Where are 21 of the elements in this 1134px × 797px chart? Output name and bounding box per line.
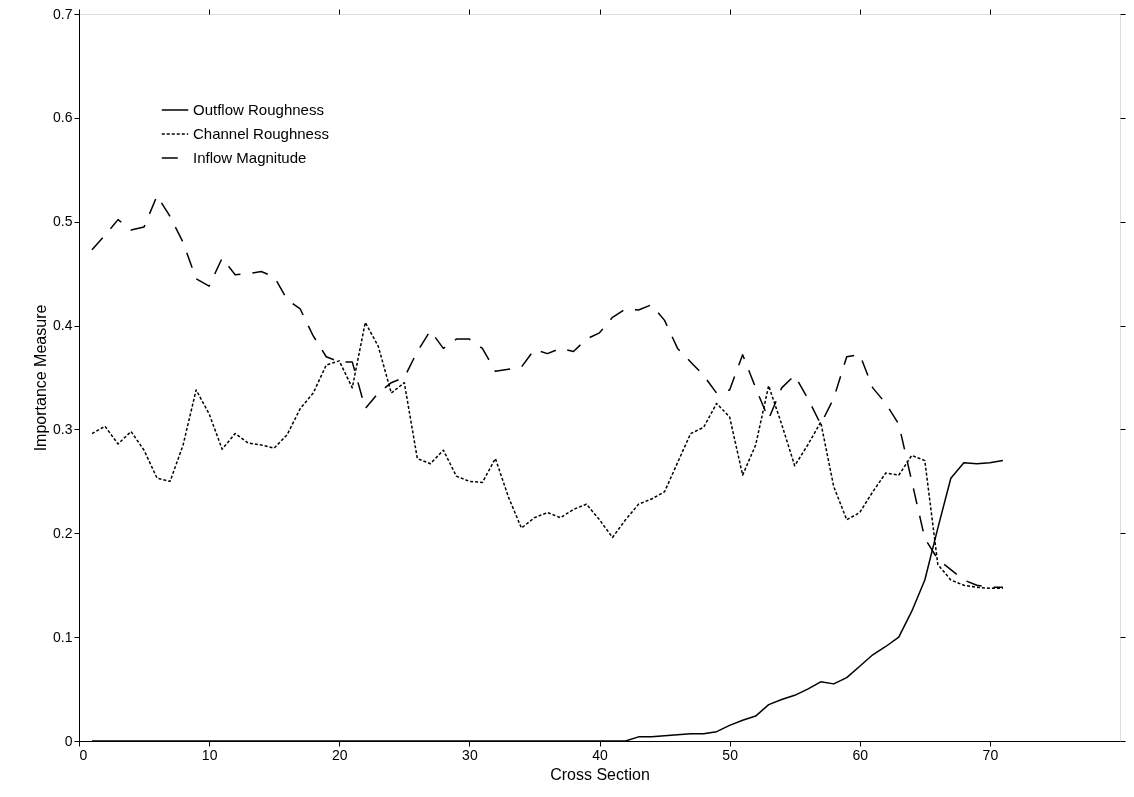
y-tick-label: 0.1 xyxy=(53,628,73,645)
legend-label: Channel Roughness xyxy=(193,125,329,142)
y-tick-label: 0.5 xyxy=(53,213,73,230)
y-tick-label: 0.2 xyxy=(53,524,73,541)
x-tick-label: 20 xyxy=(331,746,348,763)
legend-label: Inflow Magnitude xyxy=(193,149,307,166)
x-tick-label: 40 xyxy=(592,746,608,763)
legend-label: Outflow Roughness xyxy=(193,101,324,118)
x-tick-label: 30 xyxy=(462,746,478,763)
y-tick-label: 0 xyxy=(64,732,73,749)
y-tick-label: 0.6 xyxy=(53,109,73,126)
y-axis-title: Importance Measure xyxy=(32,304,50,452)
x-axis-title: Cross Section xyxy=(550,765,650,783)
x-tick-label: 50 xyxy=(722,746,739,763)
x-tick-label: 10 xyxy=(201,746,218,763)
y-tick-label: 0.4 xyxy=(53,317,73,334)
y-tick-label: 0.3 xyxy=(53,420,73,437)
y-tick-label: 0.7 xyxy=(53,5,73,22)
x-tick-label: 0 xyxy=(79,746,88,763)
x-tick-label: 60 xyxy=(852,746,869,763)
x-tick-label: 70 xyxy=(982,746,999,763)
